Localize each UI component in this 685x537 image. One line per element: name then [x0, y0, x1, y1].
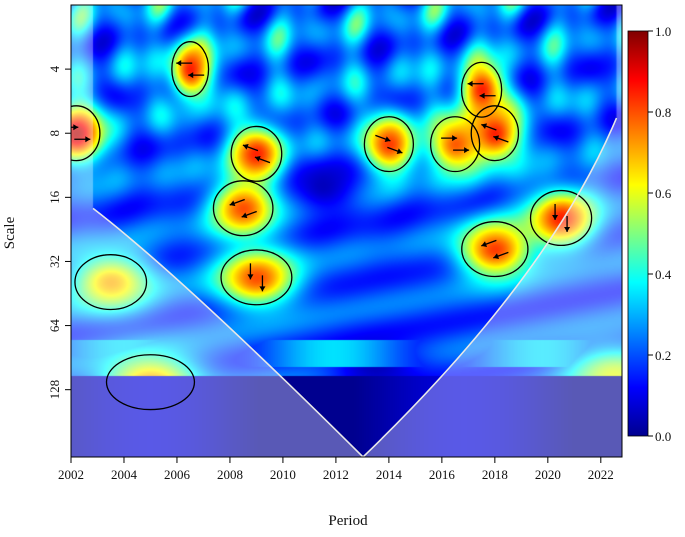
colorbar-gradient	[627, 30, 649, 437]
phase-arrow	[493, 135, 509, 143]
x-tick-label: 2010	[270, 467, 296, 482]
phase-arrow	[229, 198, 245, 207]
colorbar-tick-label: 0.2	[655, 348, 671, 363]
y-tick-label: 32	[47, 255, 62, 268]
significance-contours	[71, 41, 593, 411]
x-axis-label: Period	[328, 513, 368, 529]
significance-contour	[171, 41, 210, 98]
phase-arrow	[564, 215, 571, 232]
significance-contour	[470, 105, 520, 162]
significance-contour	[212, 180, 274, 237]
x-tick-label: 2020	[535, 467, 561, 482]
significance-contour	[220, 249, 293, 306]
y-axis: 4 8 16 32 64 128	[47, 65, 71, 399]
phase-arrow	[481, 123, 497, 131]
colorbar-tick-label: 0.8	[655, 105, 671, 120]
coherence-heatmap	[71, 5, 622, 457]
y-tick-label: 8	[47, 130, 62, 137]
significance-contour	[529, 189, 593, 247]
x-tick-label: 2002	[58, 467, 84, 482]
colorbar-tick-label: 0.4	[655, 267, 672, 282]
phase-arrow	[375, 134, 391, 142]
significance-contour	[429, 116, 481, 173]
phase-arrow	[467, 80, 484, 87]
phase-arrow	[242, 144, 259, 152]
phase-arrow	[188, 72, 205, 79]
x-tick-label: 2006	[164, 467, 191, 482]
x-tick-label: 2018	[482, 467, 508, 482]
y-tick-label: 16	[47, 190, 62, 204]
x-tick-label: 2008	[217, 467, 243, 482]
significance-contour	[71, 105, 101, 162]
y-axis-label: Scale	[2, 216, 18, 249]
significance-contour	[230, 125, 283, 182]
significance-contour	[74, 254, 148, 311]
x-tick-label: 2014	[376, 467, 403, 482]
significance-contour	[105, 354, 196, 411]
x-tick-label: 2022	[588, 467, 614, 482]
phase-arrow	[387, 146, 403, 154]
phase-arrow	[552, 203, 559, 220]
phase-arrow	[254, 156, 271, 164]
significance-contour	[363, 116, 415, 173]
colorbar-tick-label: 1.0	[655, 24, 671, 39]
phase-arrow	[441, 135, 458, 142]
y-tick-label: 4	[47, 65, 62, 72]
colorbar: 0.0 0.2 0.4 0.6 0.8 1.0	[627, 24, 672, 444]
plot-area	[70, 4, 623, 458]
phase-arrow	[247, 263, 254, 280]
colorbar-tick-label: 0.0	[655, 429, 671, 444]
phase-arrow	[74, 136, 91, 143]
x-tick-label: 2004	[111, 467, 138, 482]
y-tick-label: 128	[47, 380, 62, 400]
colorbar-tick-label: 0.6	[655, 186, 672, 201]
x-tick-label: 2016	[429, 467, 456, 482]
phase-arrow	[493, 251, 509, 259]
phase-arrow	[479, 92, 496, 99]
significance-contour	[460, 61, 503, 118]
phase-arrow	[241, 210, 257, 219]
x-axis: 2002 2004 2006 2008 2010 2012 2014 2016 2018 2020…	[58, 457, 614, 482]
phase-arrow	[176, 60, 193, 67]
plot-frame	[70, 4, 623, 458]
phase-arrow	[453, 147, 470, 154]
phase-arrow	[481, 239, 497, 247]
phase-arrows	[71, 60, 571, 292]
x-tick-label: 2012	[323, 467, 349, 482]
phase-arrow	[259, 275, 266, 292]
phase-arrow	[71, 124, 79, 131]
significance-contour	[461, 221, 529, 278]
y-tick-label: 64	[47, 319, 62, 333]
